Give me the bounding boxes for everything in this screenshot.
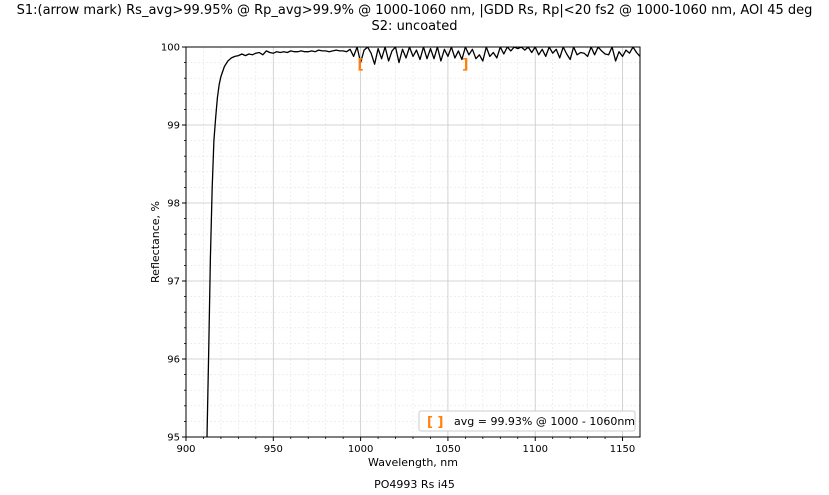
series-layer (206, 47, 640, 437)
x-tick-label: 1100 (523, 444, 548, 455)
figure-caption: PO4993 Rs i45 (374, 478, 455, 491)
chart-title-line-2: S2: uncoated (371, 19, 458, 34)
x-tick-label: 1150 (610, 444, 635, 455)
x-tick-label: 900 (176, 444, 195, 455)
x-tick-label: 950 (264, 444, 283, 455)
y-tick-label: 96 (167, 355, 180, 366)
x-tick-label: 1050 (435, 444, 460, 455)
legend-box (418, 410, 636, 432)
axes: 900 950 1000 1050 1100 1150 95 96 97 98 99 100 (161, 43, 635, 456)
y-tick-label: 97 (167, 277, 180, 288)
legend-symbol: [ ] (427, 415, 443, 430)
plot-frame (185, 46, 641, 438)
band-end-marker: ] (462, 57, 468, 73)
x-tick-label: 1000 (348, 444, 373, 455)
y-tick-label: 99 (167, 121, 180, 132)
minor-grid (186, 47, 640, 437)
y-tick-label: 100 (161, 43, 180, 54)
band-start-marker: [ (357, 57, 363, 73)
major-grid (186, 47, 640, 437)
chart-title-line-1: S1:(arrow mark) Rs_avg>99.95% @ Rp_avg>9… (16, 3, 813, 18)
band-markers: [] (357, 57, 468, 73)
y-tick-label: 98 (167, 199, 180, 210)
reflectance-series-line (206, 47, 640, 437)
legend: [ ] avg = 99.93% @ 1000 - 1060nm (418, 410, 636, 432)
y-tick-label: 95 (167, 433, 180, 444)
x-axis-label: Wavelength, nm (368, 456, 458, 469)
legend-label: avg = 99.93% @ 1000 - 1060nm (454, 415, 635, 428)
y-axis-label: Reflectance, % (149, 201, 162, 283)
